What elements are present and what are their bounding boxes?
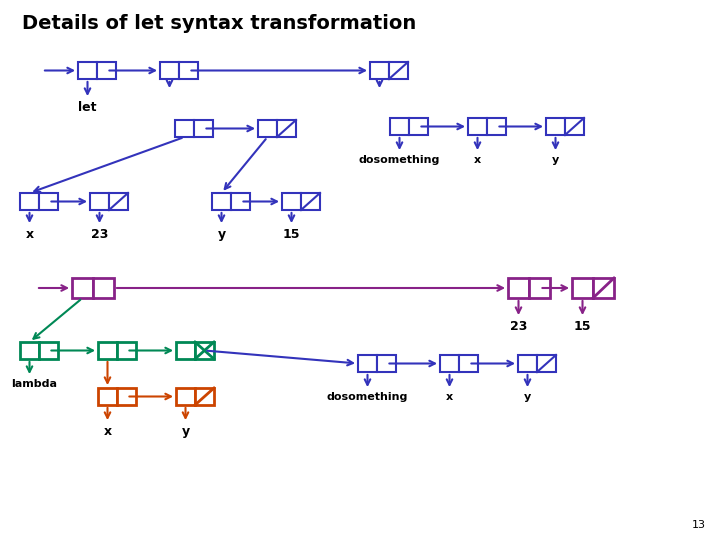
Text: x: x	[25, 228, 34, 241]
Bar	[97, 62, 116, 79]
Bar	[20, 193, 39, 210]
Bar	[277, 120, 296, 137]
Bar	[487, 118, 506, 135]
Bar	[508, 278, 529, 298]
Bar	[195, 342, 214, 359]
Bar	[109, 193, 128, 210]
Bar	[39, 342, 58, 359]
Text: Details of let syntax transformation: Details of let syntax transformation	[22, 14, 416, 33]
Bar	[194, 120, 213, 137]
Bar	[282, 193, 301, 210]
Bar	[117, 388, 136, 405]
Text: let: let	[78, 101, 96, 114]
Bar	[390, 118, 409, 135]
Bar	[117, 342, 136, 359]
Bar	[231, 193, 250, 210]
Text: dosomething: dosomething	[359, 155, 440, 165]
Bar	[377, 355, 396, 372]
Text: x: x	[446, 392, 453, 402]
Bar	[518, 355, 537, 372]
Text: 15: 15	[283, 228, 300, 241]
Bar	[468, 118, 487, 135]
Bar	[176, 388, 195, 405]
Bar	[90, 193, 109, 210]
Text: 23: 23	[510, 320, 527, 333]
Bar	[546, 118, 565, 135]
Text: 13: 13	[692, 520, 706, 530]
Bar	[537, 355, 556, 372]
Text: y: y	[524, 392, 531, 402]
Text: 15: 15	[574, 320, 591, 333]
Bar	[565, 118, 584, 135]
Text: y: y	[217, 228, 225, 241]
Text: 23: 23	[91, 228, 108, 241]
Bar	[370, 62, 389, 79]
Bar	[78, 62, 97, 79]
Bar	[529, 278, 550, 298]
Bar	[98, 342, 117, 359]
Bar	[258, 120, 277, 137]
Bar	[175, 120, 194, 137]
Bar	[179, 62, 198, 79]
Text: lambda: lambda	[12, 379, 58, 389]
Bar	[160, 62, 179, 79]
Bar	[593, 278, 614, 298]
Bar	[358, 355, 377, 372]
Bar	[39, 193, 58, 210]
Bar	[195, 388, 214, 405]
Bar	[212, 193, 231, 210]
Bar	[98, 388, 117, 405]
Bar	[389, 62, 408, 79]
Bar	[459, 355, 478, 372]
Text: x: x	[474, 155, 481, 165]
Bar	[440, 355, 459, 372]
Text: y: y	[181, 425, 189, 438]
Text: y: y	[552, 155, 559, 165]
Bar	[93, 278, 114, 298]
Bar	[572, 278, 593, 298]
Bar	[20, 342, 39, 359]
Bar	[72, 278, 93, 298]
Text: dosomething: dosomething	[327, 392, 408, 402]
Bar	[409, 118, 428, 135]
Bar	[301, 193, 320, 210]
Bar	[176, 342, 195, 359]
Text: x: x	[104, 425, 112, 438]
